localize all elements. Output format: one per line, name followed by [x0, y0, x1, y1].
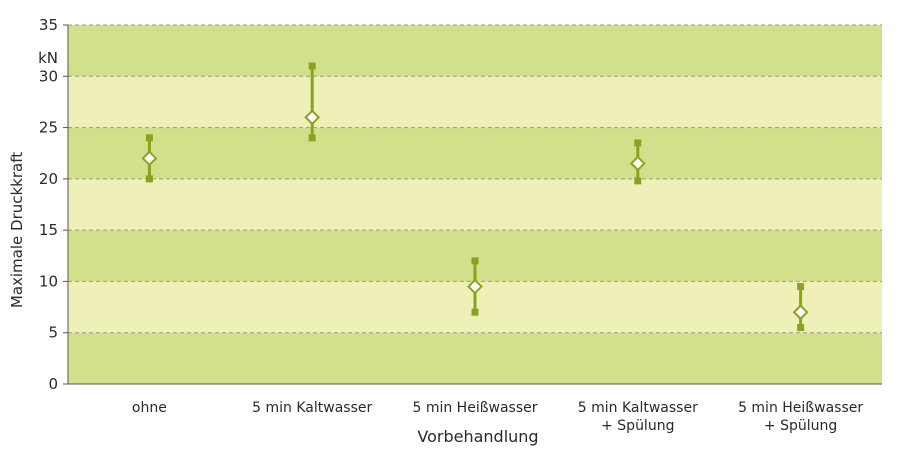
y-tick-label: 20	[39, 170, 58, 188]
x-tick-label: 5 min Heißwasser	[412, 400, 537, 416]
mean-marker	[141, 150, 158, 167]
mean-marker	[467, 278, 483, 295]
y-tick-label: 5	[48, 324, 58, 342]
x-tick-label-line: 5 min Kaltwasser	[252, 400, 372, 416]
plot-band	[68, 178, 882, 231]
x-tick-label-line: + Spülung	[601, 418, 674, 434]
y-tick-label: 15	[39, 221, 58, 239]
plot-band	[68, 76, 882, 128]
mean-marker	[629, 155, 646, 172]
y-tick-label: 25	[39, 119, 58, 137]
x-tick-label-line: 5 min Heißwasser	[738, 400, 863, 416]
max-marker	[797, 283, 805, 291]
mean-marker	[792, 304, 809, 321]
y-tick-label: 0	[48, 375, 58, 393]
data-marks	[141, 62, 809, 332]
x-axis-label: Vorbehandlung	[417, 427, 538, 446]
min-marker	[145, 175, 153, 183]
grid-lines	[68, 24, 882, 334]
max-marker	[308, 62, 316, 70]
x-tick-label-line: 5 min Heißwasser	[412, 400, 537, 416]
x-tick-label: 5 min Kaltwasser + Spülung	[578, 400, 698, 434]
plot-band	[68, 332, 882, 384]
max-marker	[145, 134, 153, 142]
y-axis-label: Maximale Druckkraft	[8, 152, 26, 308]
min-marker	[634, 177, 642, 185]
y-tick-label: 30	[39, 67, 58, 85]
plot-bands	[68, 25, 882, 384]
min-marker	[308, 134, 316, 142]
x-tick-label-line: + Spülung	[764, 418, 837, 434]
x-tick-labels: ohne 5 min Kaltwasser 5 min Heißwasser 5 mi…	[132, 400, 863, 434]
plot-band	[68, 127, 882, 179]
min-marker	[797, 324, 805, 332]
y-axis-unit: kN	[38, 49, 58, 67]
y-tick-label: 10	[39, 272, 58, 290]
min-marker	[471, 308, 479, 316]
mean-marker	[304, 109, 321, 126]
max-marker	[471, 257, 479, 265]
y-tick-labels: 0 5 10 15 20 25 30 35	[39, 16, 58, 393]
x-tick-label-line: ohne	[132, 400, 167, 416]
x-tick-label: ohne	[132, 400, 167, 416]
plot-band	[68, 25, 882, 77]
x-tick-label: 5 min Kaltwasser	[252, 400, 372, 416]
y-tick-label: 35	[39, 16, 58, 34]
axes	[63, 24, 882, 385]
x-tick-label: 5 min Heißwasser + Spülung	[738, 400, 863, 434]
max-marker	[634, 139, 642, 147]
x-tick-label-line: 5 min Kaltwasser	[578, 400, 698, 416]
